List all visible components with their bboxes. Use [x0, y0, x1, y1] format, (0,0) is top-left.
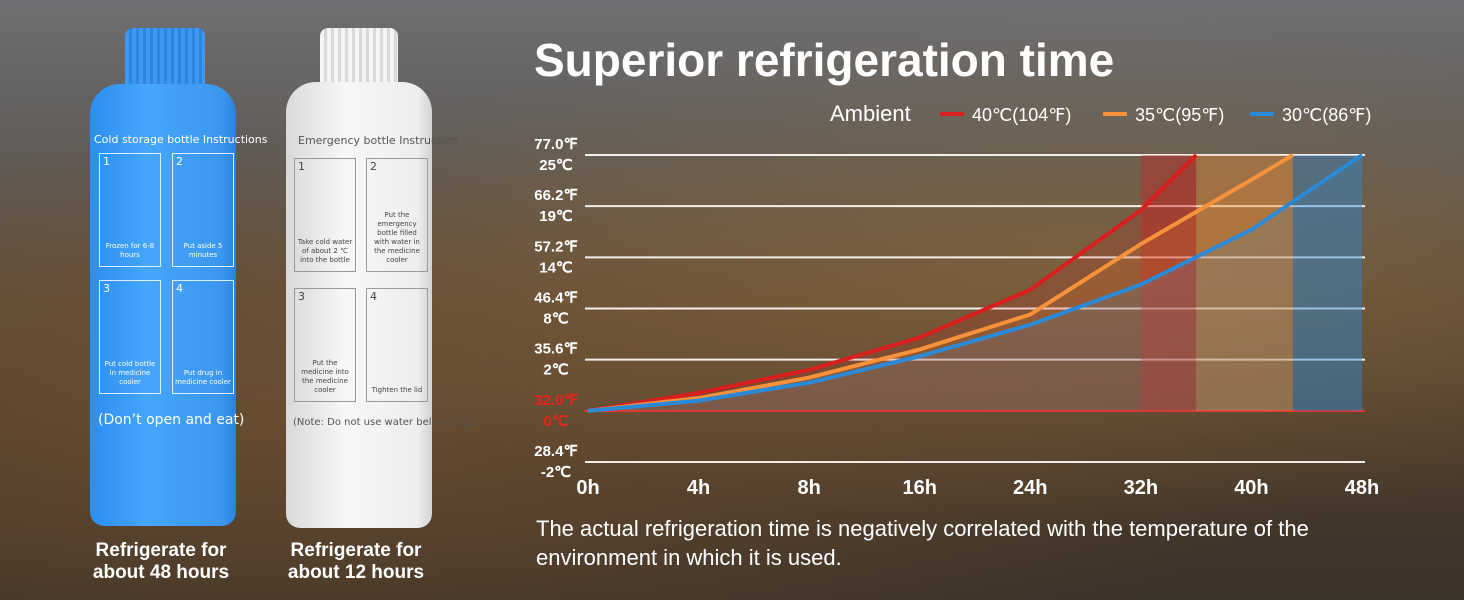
area — [588, 155, 1197, 411]
y-tick-label: 8℃ — [543, 311, 568, 328]
x-tick-label: 16h — [902, 477, 936, 499]
step-text: Put the medicine into the medicine coole… — [301, 359, 349, 394]
step-text: Tighten the lid — [371, 386, 423, 394]
line — [587, 153, 1364, 413]
step: 3 Put cold bottle in medicine cooler — [99, 280, 161, 394]
x-tick-label: 40h — [1234, 477, 1268, 499]
y-tick-label-f: 57.2℉ — [534, 238, 577, 255]
y-tick-label: -2℃ — [541, 464, 571, 481]
legend-label: 30℃(86℉) — [1282, 105, 1371, 125]
band — [1196, 155, 1293, 411]
chart-title: Superior refrigeration time — [534, 34, 1114, 86]
step-number: 2 — [176, 155, 183, 168]
band — [1292, 155, 1362, 411]
step-number: 1 — [103, 155, 110, 168]
x-tick-label: 24h — [1013, 477, 1047, 499]
bottle-title: Emergency bottle Instruction — [298, 134, 459, 147]
y-tick-label-f: 66.2℉ — [534, 187, 577, 204]
step-text: Frozen for 6-8 hours — [105, 242, 155, 259]
bottle-note: (Don’t open and eat) — [98, 412, 245, 428]
step: 3 Put the medicine into the medicine cool… — [294, 288, 356, 402]
step: 2 Put aside 5 minutes — [172, 153, 234, 267]
bottle — [90, 84, 236, 526]
step: 2 Put the emergency bottle filled with wa… — [366, 158, 428, 272]
step-text: Put the emergency bottle filled with wat… — [374, 211, 420, 264]
line — [587, 153, 1294, 413]
y-tick-label: 19℃ — [539, 208, 573, 225]
step: 1 Take cold water of about 2 ℃ into the b… — [294, 158, 356, 272]
x-tick-label: 0h — [576, 477, 599, 499]
x-tick-label: 32h — [1124, 477, 1158, 499]
caption: Refrigerate for about 12 hours — [287, 540, 425, 583]
step-number: 3 — [298, 290, 305, 303]
step-text: Put aside 5 minutes — [183, 242, 223, 259]
area — [588, 155, 1293, 411]
step-number: 1 — [298, 160, 305, 173]
bottle-note: (Note: Do not use water below 2 ℃) — [293, 417, 474, 428]
step-text: Put cold bottle in medicine cooler — [104, 360, 156, 386]
step: 4 Tighten the lid — [366, 288, 428, 402]
bottle — [286, 82, 432, 528]
x-tick-label: 48h — [1345, 477, 1379, 499]
band — [1140, 155, 1197, 411]
step-number: 2 — [370, 160, 377, 173]
caption: Refrigerate for about 48 hours — [92, 540, 230, 583]
y-tick-label: 25℃ — [539, 157, 573, 174]
y-tick-label-f: 28.4℉ — [534, 443, 577, 460]
step-number: 4 — [370, 290, 377, 303]
legend-title: Ambient — [830, 101, 911, 126]
footnote: The actual refrigeration time is negativ… — [536, 516, 1309, 570]
step-text: Put drug in medicine cooler — [175, 369, 231, 386]
y-tick-label-f: 32.0℉ — [534, 392, 577, 409]
y-tick-label: 2℃ — [543, 362, 568, 379]
legend-label: 40℃(104℉) — [972, 105, 1071, 125]
y-tick-label-f: 35.6℉ — [534, 341, 577, 358]
step-number: 4 — [176, 282, 183, 295]
step-text: Take cold water of about 2 ℃ into the bo… — [297, 238, 353, 264]
y-tick-label-f: 46.4℉ — [534, 290, 577, 307]
x-tick-label: 8h — [797, 477, 820, 499]
y-tick-label: 14℃ — [539, 259, 573, 276]
bottle-cap — [320, 28, 398, 84]
y-tick-label: 0℃ — [543, 413, 568, 430]
bottle-cap — [125, 28, 205, 86]
step: 4 Put drug in medicine cooler — [172, 280, 234, 394]
y-tick-label-f: 77.0℉ — [534, 136, 577, 153]
line — [587, 153, 1198, 413]
legend-label: 35℃(95℉) — [1135, 105, 1224, 125]
x-tick-label: 4h — [687, 477, 710, 499]
area — [588, 155, 1362, 411]
bottle-title: Cold storage bottle Instructions — [94, 133, 268, 146]
step-number: 3 — [103, 282, 110, 295]
step: 1 Frozen for 6-8 hours — [99, 153, 161, 267]
